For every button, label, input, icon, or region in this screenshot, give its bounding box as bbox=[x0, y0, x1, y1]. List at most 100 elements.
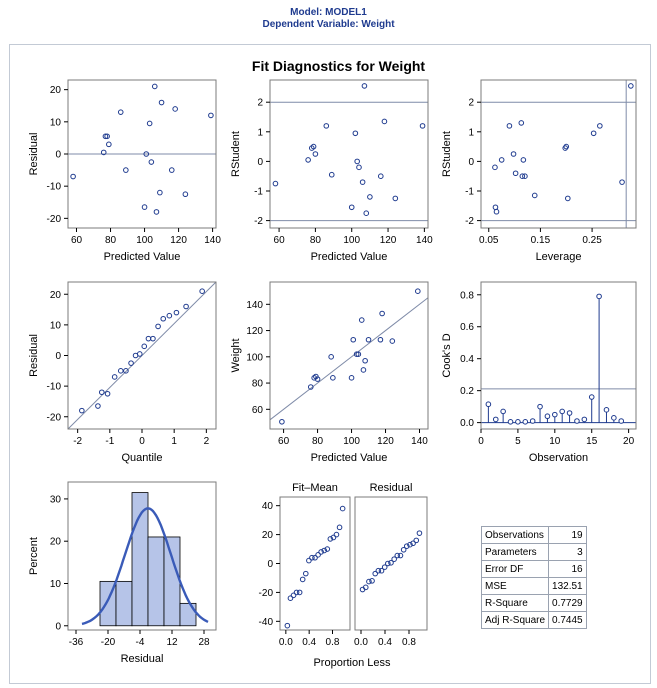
x-axis-label: Leverage bbox=[536, 251, 582, 263]
y-tick-label: 120 bbox=[246, 326, 263, 337]
y-tick-label: -2 bbox=[254, 216, 263, 227]
data-point bbox=[366, 578, 372, 585]
histogram-bar bbox=[179, 602, 197, 627]
data-point bbox=[70, 173, 76, 180]
data-point bbox=[522, 419, 529, 425]
data-point bbox=[333, 531, 340, 538]
data-point bbox=[375, 567, 382, 574]
data-point bbox=[336, 524, 343, 531]
x-tick-label: 28 bbox=[198, 637, 210, 648]
data-point bbox=[302, 570, 309, 577]
y-tick-label: -10 bbox=[47, 182, 62, 193]
stat-value: 3 bbox=[548, 543, 587, 561]
stats-row: Parameters 3 bbox=[480, 543, 587, 561]
data-point bbox=[596, 293, 602, 300]
x-tick-label: 0.4 bbox=[378, 637, 392, 648]
panel-title: Fit–Mean bbox=[292, 482, 338, 494]
data-point bbox=[296, 589, 303, 596]
x-tick-label: 0 bbox=[139, 436, 145, 447]
data-point bbox=[377, 336, 384, 343]
data-point bbox=[559, 408, 565, 415]
y-tick-label: 0 bbox=[257, 157, 263, 168]
y-tick-label: 1 bbox=[468, 127, 474, 138]
histogram-bar bbox=[131, 492, 149, 627]
y-axis-label: Cook's D bbox=[441, 333, 453, 377]
data-point bbox=[369, 578, 375, 584]
data-point bbox=[492, 164, 498, 171]
data-point bbox=[111, 374, 118, 380]
data-point bbox=[299, 576, 306, 583]
x-tick-label: 2 bbox=[204, 436, 210, 447]
data-point bbox=[391, 556, 397, 562]
data-point bbox=[199, 288, 205, 294]
x-tick-label: 100 bbox=[343, 235, 360, 246]
x-tick-label: 140 bbox=[416, 235, 433, 246]
data-point bbox=[315, 552, 321, 558]
reference-line bbox=[269, 297, 429, 421]
x-tick-label: 0.0 bbox=[354, 637, 368, 648]
stats-row: Observations 19 bbox=[480, 526, 587, 544]
data-point bbox=[166, 312, 173, 319]
data-point bbox=[183, 303, 189, 310]
data-point bbox=[529, 418, 536, 424]
x-axis-label: Predicted Value bbox=[104, 251, 181, 263]
data-point bbox=[544, 413, 551, 420]
plot-area bbox=[279, 496, 351, 631]
y-axis-label: Residual bbox=[28, 334, 40, 377]
data-point bbox=[628, 83, 634, 89]
stat-label: Adj R-Square bbox=[480, 611, 550, 629]
data-point bbox=[515, 419, 521, 425]
model-label: Model: MODEL1 bbox=[290, 7, 367, 18]
data-point bbox=[324, 546, 331, 552]
y-tick-label: 60 bbox=[252, 405, 264, 416]
data-point bbox=[330, 534, 337, 541]
data-point bbox=[531, 192, 538, 199]
stat-label: MSE bbox=[480, 577, 550, 595]
y-tick-label: 30 bbox=[50, 494, 62, 505]
data-point bbox=[381, 564, 388, 570]
x-tick-label: 60 bbox=[274, 235, 286, 246]
data-point bbox=[519, 173, 526, 179]
data-point bbox=[314, 376, 321, 382]
data-point bbox=[590, 130, 597, 137]
y-axis-label: Residual bbox=[28, 133, 40, 176]
data-point bbox=[157, 189, 163, 196]
data-point bbox=[168, 167, 175, 173]
y-axis-label: RStudent bbox=[441, 131, 453, 177]
x-axis-label: Predicted Value bbox=[311, 251, 388, 263]
data-point bbox=[321, 547, 328, 554]
y-tick-label: -20 bbox=[259, 588, 274, 599]
histogram-bar bbox=[163, 536, 181, 627]
y-tick-label: 2 bbox=[257, 98, 263, 109]
data-point bbox=[388, 559, 394, 566]
x-tick-label: -4 bbox=[136, 637, 145, 648]
data-point bbox=[510, 151, 517, 157]
y-tick-label: 10 bbox=[50, 320, 62, 331]
data-point bbox=[403, 543, 410, 549]
y-axis-label: Percent bbox=[28, 537, 40, 575]
stats-row: Adj R-Square 0.7445 bbox=[480, 611, 587, 629]
x-tick-label: 0 bbox=[478, 436, 484, 447]
data-point bbox=[323, 123, 330, 129]
x-tick-label: 100 bbox=[343, 436, 360, 447]
data-point bbox=[98, 389, 105, 396]
y-tick-label: 0.8 bbox=[460, 290, 474, 301]
x-tick-label: 140 bbox=[411, 436, 428, 447]
histogram-bar bbox=[115, 580, 133, 627]
y-tick-label: 80 bbox=[252, 379, 264, 390]
data-point bbox=[123, 368, 129, 374]
x-tick-label: 120 bbox=[377, 436, 394, 447]
data-point bbox=[566, 410, 573, 416]
data-point bbox=[123, 167, 129, 173]
data-point bbox=[563, 143, 570, 150]
data-point bbox=[145, 335, 152, 342]
data-point bbox=[141, 204, 148, 210]
x-tick-label: 120 bbox=[170, 235, 187, 246]
y-axis-label: RStudent bbox=[230, 131, 242, 177]
data-point bbox=[381, 118, 388, 125]
data-point bbox=[377, 173, 384, 179]
y-tick-label: -40 bbox=[259, 617, 274, 628]
x-tick-label: 80 bbox=[105, 235, 117, 246]
data-point bbox=[327, 536, 334, 542]
